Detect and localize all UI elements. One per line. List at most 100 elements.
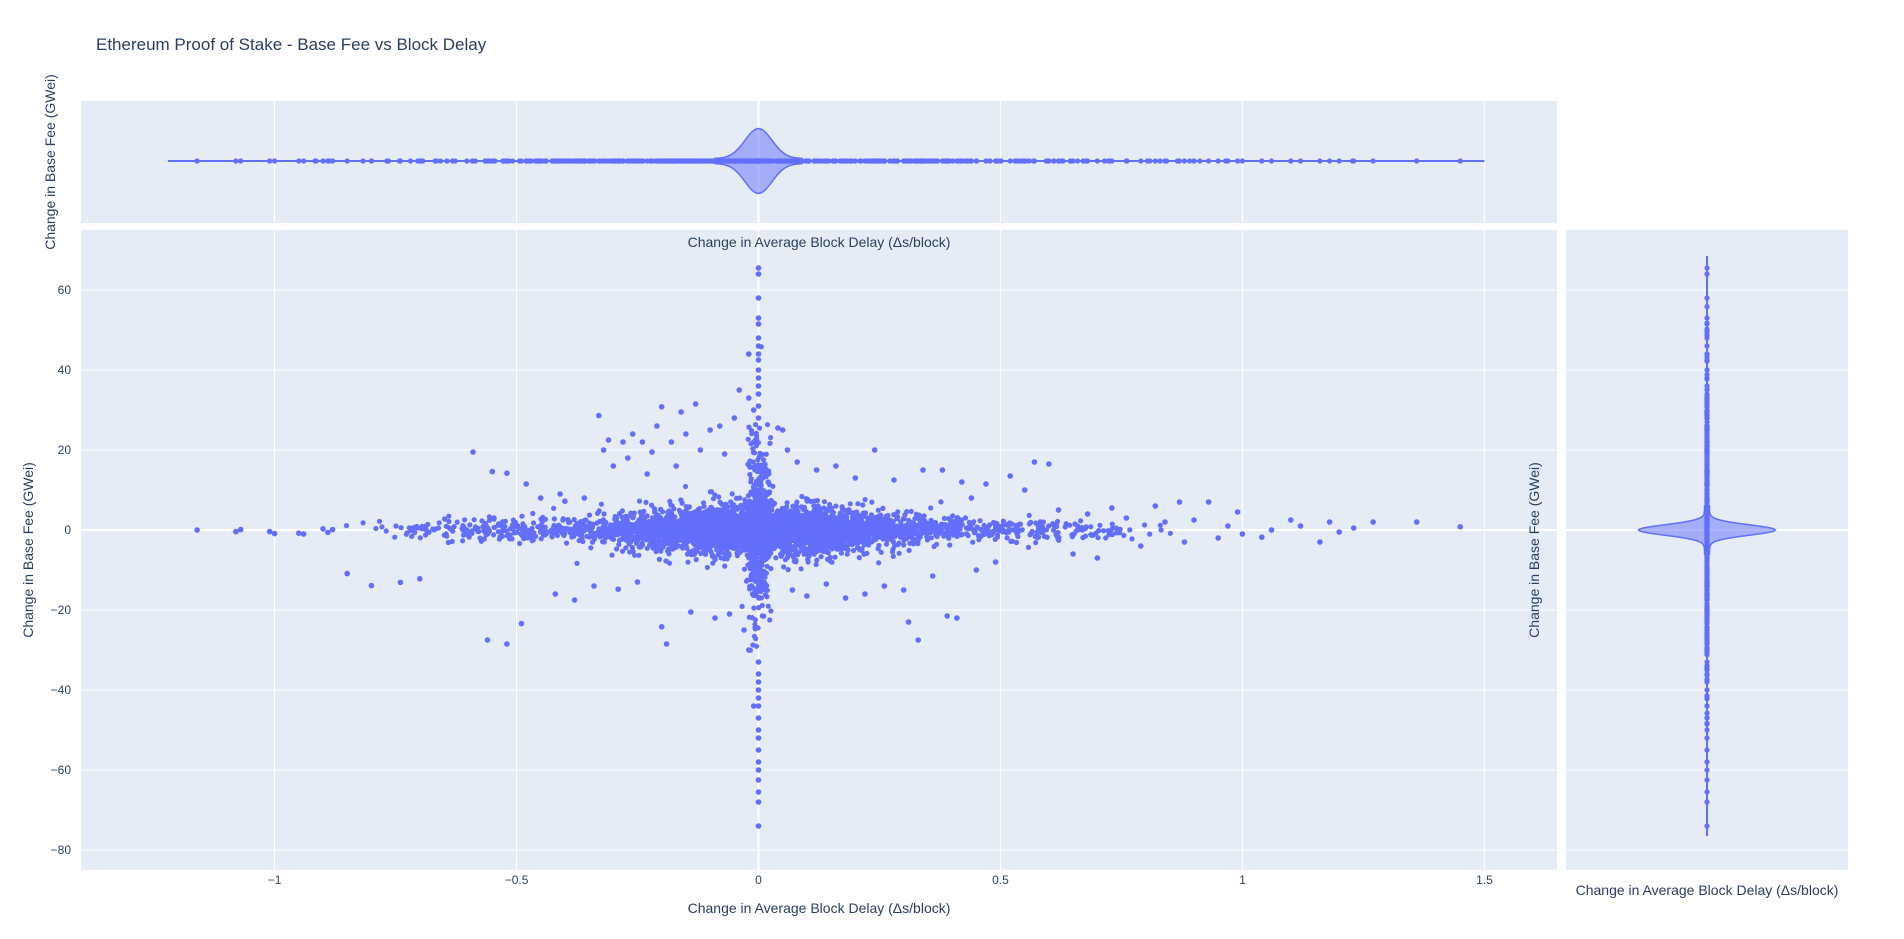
scatter-point xyxy=(644,545,650,551)
scatter-point xyxy=(565,517,571,523)
violin-point xyxy=(579,158,586,164)
scatter-point xyxy=(1062,524,1068,530)
scatter-point xyxy=(768,435,774,441)
violin-point xyxy=(233,158,239,164)
scatter-point xyxy=(563,540,570,546)
scatter-point xyxy=(764,563,770,569)
violin-point xyxy=(843,158,849,164)
scatter-point xyxy=(379,524,385,530)
scatter-point xyxy=(976,537,982,543)
scatter-point xyxy=(554,523,560,529)
scatter-point xyxy=(630,549,636,555)
scatter-point xyxy=(436,520,442,526)
scatter-point xyxy=(480,524,486,530)
violin-point xyxy=(806,158,812,164)
scatter-point xyxy=(446,525,452,531)
scatter-point xyxy=(376,518,383,524)
scatter-point xyxy=(686,504,693,510)
scatter-point xyxy=(517,540,523,547)
violin-point xyxy=(1414,158,1420,164)
scatter-point xyxy=(1157,522,1163,528)
scatter-point xyxy=(739,603,745,610)
scatter-point xyxy=(1009,538,1016,544)
scatter-point xyxy=(992,536,998,543)
scatter-point xyxy=(449,538,455,545)
scatter-point xyxy=(454,519,460,525)
violin-point xyxy=(1187,158,1193,164)
violin-point xyxy=(296,158,302,164)
violin-point xyxy=(662,158,668,164)
scatter-point xyxy=(601,511,607,517)
scatter-point xyxy=(753,443,760,449)
x-tick-label: −0.5 xyxy=(505,873,529,887)
violin-point xyxy=(912,158,918,164)
scatter-point xyxy=(761,457,767,463)
scatter-point xyxy=(881,535,887,542)
scatter-point xyxy=(431,527,437,533)
y-tick-label: 60 xyxy=(58,283,72,297)
scatter-point xyxy=(785,567,791,573)
violin-point xyxy=(791,158,797,164)
violin-point xyxy=(696,158,702,164)
scatter-point xyxy=(574,560,580,567)
violin-point xyxy=(802,158,808,164)
scatter-point xyxy=(875,507,881,513)
scatter-point xyxy=(751,605,757,611)
scatter-point xyxy=(850,547,857,554)
scatter-point xyxy=(683,543,689,550)
violin-point xyxy=(1239,158,1245,164)
violin-point xyxy=(301,158,307,164)
scatter-point xyxy=(710,507,716,513)
scatter-point xyxy=(738,510,745,516)
scatter-point xyxy=(464,527,470,533)
violin-point xyxy=(267,158,273,164)
scatter-point xyxy=(749,431,755,437)
scatter-point xyxy=(1158,527,1164,533)
scatter-point xyxy=(914,522,920,529)
y-tick-label: −60 xyxy=(51,763,72,777)
scatter-point xyxy=(446,513,452,519)
scatter-point xyxy=(450,528,456,534)
violin-point xyxy=(1101,158,1108,164)
scatter-point xyxy=(682,483,689,490)
scatter-point xyxy=(752,495,758,501)
violin-point xyxy=(974,158,980,164)
scatter-point xyxy=(1004,535,1010,541)
y-tick-label: 40 xyxy=(58,363,72,377)
scatter-point xyxy=(895,509,901,515)
violin-point xyxy=(1164,158,1170,164)
scatter-point xyxy=(770,483,776,489)
scatter-density-layer xyxy=(343,344,1173,653)
scatter-point xyxy=(598,501,605,507)
violin-point xyxy=(1336,158,1342,164)
violin-point xyxy=(313,158,319,164)
top-marginal-violin xyxy=(168,127,1485,195)
scatter-point xyxy=(504,528,510,534)
scatter-point xyxy=(860,514,866,520)
violin-point xyxy=(320,158,326,164)
scatter-point xyxy=(491,532,497,538)
violin-point xyxy=(983,158,989,164)
scatter-point xyxy=(970,539,976,545)
scatter-point xyxy=(656,518,662,524)
scatter-point xyxy=(571,517,577,523)
scatter-point xyxy=(393,523,399,529)
violin-point xyxy=(620,158,627,164)
violin-point xyxy=(492,158,498,164)
scatter-point xyxy=(817,506,823,512)
violin-point xyxy=(848,158,854,164)
scatter-point xyxy=(688,552,695,558)
violin-point xyxy=(718,158,725,164)
violin-point xyxy=(194,158,200,164)
violin-point xyxy=(679,158,685,164)
scatter-point xyxy=(471,517,477,523)
scatter-point xyxy=(649,502,655,508)
scatter-point xyxy=(880,505,886,511)
violin-point xyxy=(893,158,899,164)
violin-point xyxy=(344,158,350,164)
violin-point xyxy=(769,158,775,164)
scatter-point xyxy=(839,506,846,512)
scatter-point xyxy=(745,436,751,442)
scatter-point xyxy=(753,636,759,642)
